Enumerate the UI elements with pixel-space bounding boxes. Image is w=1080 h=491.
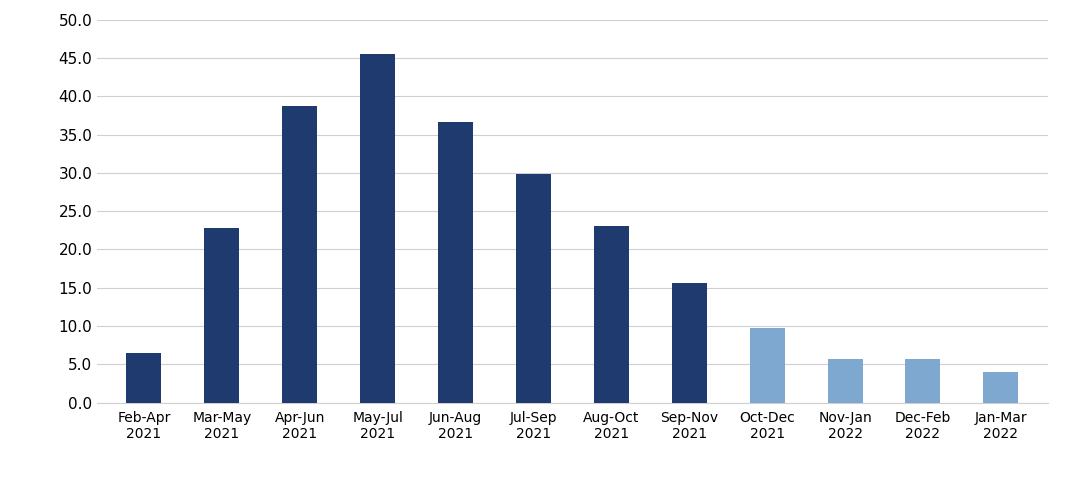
Bar bbox=[438, 121, 473, 403]
Bar bbox=[204, 228, 240, 403]
Bar bbox=[360, 54, 395, 403]
Bar bbox=[983, 372, 1018, 403]
Bar bbox=[750, 328, 785, 403]
Bar bbox=[827, 359, 863, 403]
Bar bbox=[282, 106, 318, 403]
Bar bbox=[672, 283, 706, 403]
Bar bbox=[594, 226, 629, 403]
Bar bbox=[516, 174, 551, 403]
Bar bbox=[126, 353, 162, 403]
Bar bbox=[905, 359, 941, 403]
